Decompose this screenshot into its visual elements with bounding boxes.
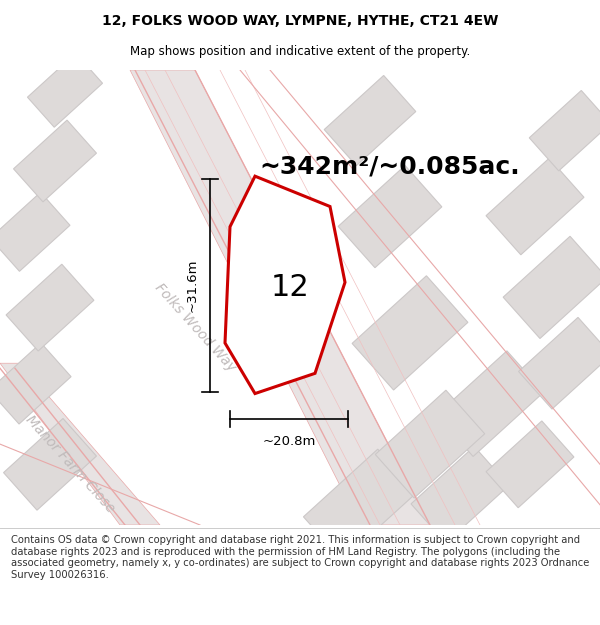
Text: Map shows position and indicative extent of the property.: Map shows position and indicative extent… <box>130 45 470 58</box>
Polygon shape <box>14 120 97 202</box>
Text: 12, FOLKS WOOD WAY, LYMPNE, HYTHE, CT21 4EW: 12, FOLKS WOOD WAY, LYMPNE, HYTHE, CT21 … <box>102 14 498 28</box>
Polygon shape <box>0 192 70 271</box>
Polygon shape <box>411 446 509 543</box>
Polygon shape <box>304 449 416 561</box>
Text: 12: 12 <box>271 273 310 302</box>
Polygon shape <box>4 419 97 510</box>
Text: Manor Farm Close: Manor Farm Close <box>23 413 118 516</box>
Polygon shape <box>324 76 416 166</box>
Polygon shape <box>225 176 345 394</box>
Polygon shape <box>130 70 430 525</box>
Polygon shape <box>486 158 584 255</box>
Text: ~20.8m: ~20.8m <box>262 434 316 447</box>
Polygon shape <box>352 276 468 390</box>
Polygon shape <box>28 53 103 128</box>
Polygon shape <box>0 363 160 525</box>
Polygon shape <box>338 166 442 268</box>
Polygon shape <box>6 264 94 351</box>
Polygon shape <box>518 318 600 409</box>
Polygon shape <box>375 390 485 498</box>
Polygon shape <box>436 351 544 456</box>
Polygon shape <box>503 236 600 339</box>
Text: Folks Wood Way: Folks Wood Way <box>152 281 238 375</box>
Polygon shape <box>0 343 71 424</box>
Text: ~342m²/~0.085ac.: ~342m²/~0.085ac. <box>260 154 520 178</box>
Text: ~31.6m: ~31.6m <box>185 259 199 312</box>
Polygon shape <box>486 421 574 508</box>
Polygon shape <box>529 91 600 171</box>
Text: Contains OS data © Crown copyright and database right 2021. This information is : Contains OS data © Crown copyright and d… <box>11 535 589 580</box>
